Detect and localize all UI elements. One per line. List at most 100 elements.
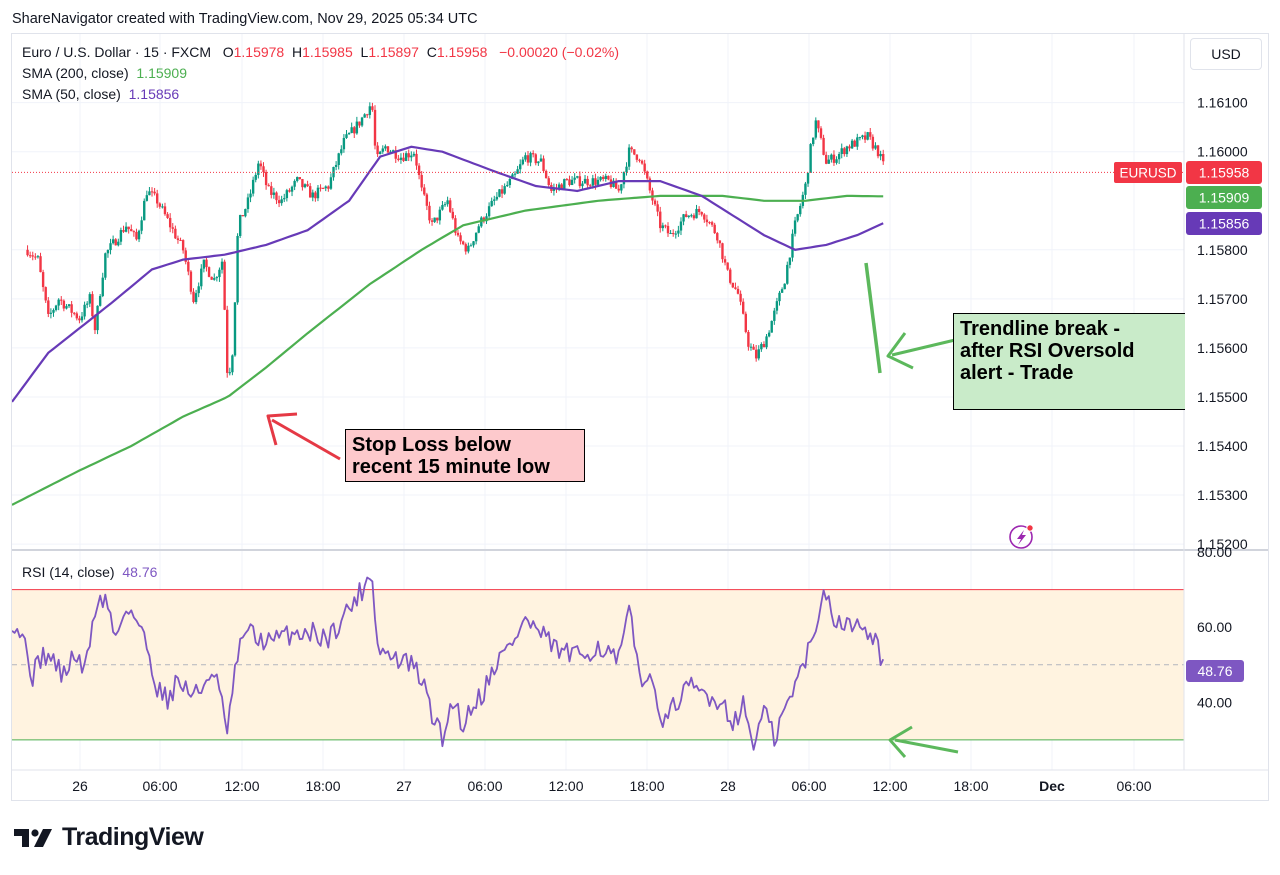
candle-body [308,186,312,198]
candle-body [254,174,257,180]
candle-body [192,291,195,303]
candle-body [337,153,340,165]
close-label: C [426,44,437,60]
candle-body [467,245,470,252]
rsi-line [12,576,885,751]
candle-body [114,239,117,246]
candle-body [529,153,532,163]
candle-body [257,163,260,175]
candle-body [311,192,314,198]
candle-body [57,299,60,306]
candle-body [371,106,374,110]
rsi-axis[interactable]: 80.00 60.00 40.00 [1197,544,1232,710]
change-value: −0.00020 (−0.02%) [499,44,619,60]
candle-body [718,240,722,244]
candle-body [705,219,709,223]
candle-body [716,233,719,241]
candle-body [386,146,390,153]
candle-body [835,159,838,163]
candle-body [407,153,410,158]
candle-body [539,158,543,162]
candle-body [622,172,626,185]
candle-body [443,204,447,206]
candle-body [420,175,423,188]
candle-body [410,155,413,158]
tradingview-wordmark: TradingView [62,823,204,851]
candle-body [687,215,690,217]
candle-body [399,157,403,160]
time-tick-label: 06:00 [142,778,177,794]
sma200-label: SMA (200, close) [22,65,129,81]
candle-body [599,176,602,180]
candle-body [363,114,366,118]
trendline-annotation: Trendline break - after RSI Oversold ale… [953,313,1185,410]
candle-body [454,218,457,233]
candle-body [612,180,615,188]
candle-body [41,272,45,288]
chart-credit: ShareNavigator created with TradingView.… [12,11,478,27]
sma200-legend[interactable]: SMA (200, close) 1.15909 [22,65,187,81]
candle-body [601,176,605,180]
stop-loss-line-1: Stop Loss below [352,434,511,456]
time-tick-label: 18:00 [953,778,988,794]
candle-body [656,204,659,212]
candle-body [653,200,657,205]
sma50-legend[interactable]: SMA (50, close) 1.15856 [22,86,179,102]
candle-body [638,159,641,161]
candle-body [249,193,252,198]
sma-lines [12,145,884,506]
candle-body [213,278,216,280]
candle-body [822,137,825,155]
candle-body [682,214,685,222]
candle-body [319,187,322,189]
candle-body [283,198,286,200]
candle-body [524,155,527,160]
sma50-label: SMA (50, close) [22,86,121,102]
candle-body [630,147,633,150]
price-tick-label: 1.15500 [1197,389,1248,405]
candle-body [267,185,270,187]
candle-body [806,172,810,184]
candle-body [700,212,703,215]
alert-lightning-icon[interactable] [1009,524,1034,549]
price-axis[interactable]: 1.16100 1.16000 1.15800 1.15700 1.15600 1.155… [1197,95,1248,552]
candle-body [666,225,670,234]
candle-body [358,121,361,126]
candle-body [205,259,208,268]
rsi-tick-label: 60.00 [1197,619,1232,635]
candle-body [534,154,537,164]
high-value: 1.15985 [302,44,353,60]
time-tick-label: 18:00 [629,778,664,794]
candle-body [280,199,283,204]
candle-body [850,140,854,149]
candle-body [353,127,356,134]
currency-selector[interactable]: USD [1190,38,1262,70]
candle-body [640,160,644,164]
candle-body [729,269,732,283]
candle-body [355,121,359,134]
candle-body [765,336,768,348]
candle-body [845,146,849,155]
stop-loss-annotation: Stop Loss below recent 15 minute low [345,429,585,482]
sma200-badge: 1.15909 [1186,186,1262,209]
candle-body [241,215,244,217]
candle-body [65,306,68,309]
candle-body [148,191,151,196]
candle-body [218,269,221,278]
rsi-legend[interactable]: RSI (14, close) 48.76 [22,564,157,580]
candle-body [814,120,818,138]
tradingview-logo[interactable]: TradingView [14,823,204,852]
candle-body [614,180,618,189]
symbol-legend[interactable]: Euro / U.S. Dollar · 15 · FXCM O1.15978 … [22,44,619,60]
sma50-badge-text: 1.15856 [1199,216,1250,232]
candle-body [856,137,859,147]
time-axis[interactable]: 26 06:00 12:00 18:00 27 06:00 12:00 18:00 28 06:0… [72,778,1152,794]
candle-body [736,288,740,294]
candle-body [376,145,379,155]
candle-body [633,149,636,155]
trendline-break-line [864,262,882,374]
candle-body [526,155,530,163]
candle-body [412,153,416,156]
candle-body [495,196,499,200]
